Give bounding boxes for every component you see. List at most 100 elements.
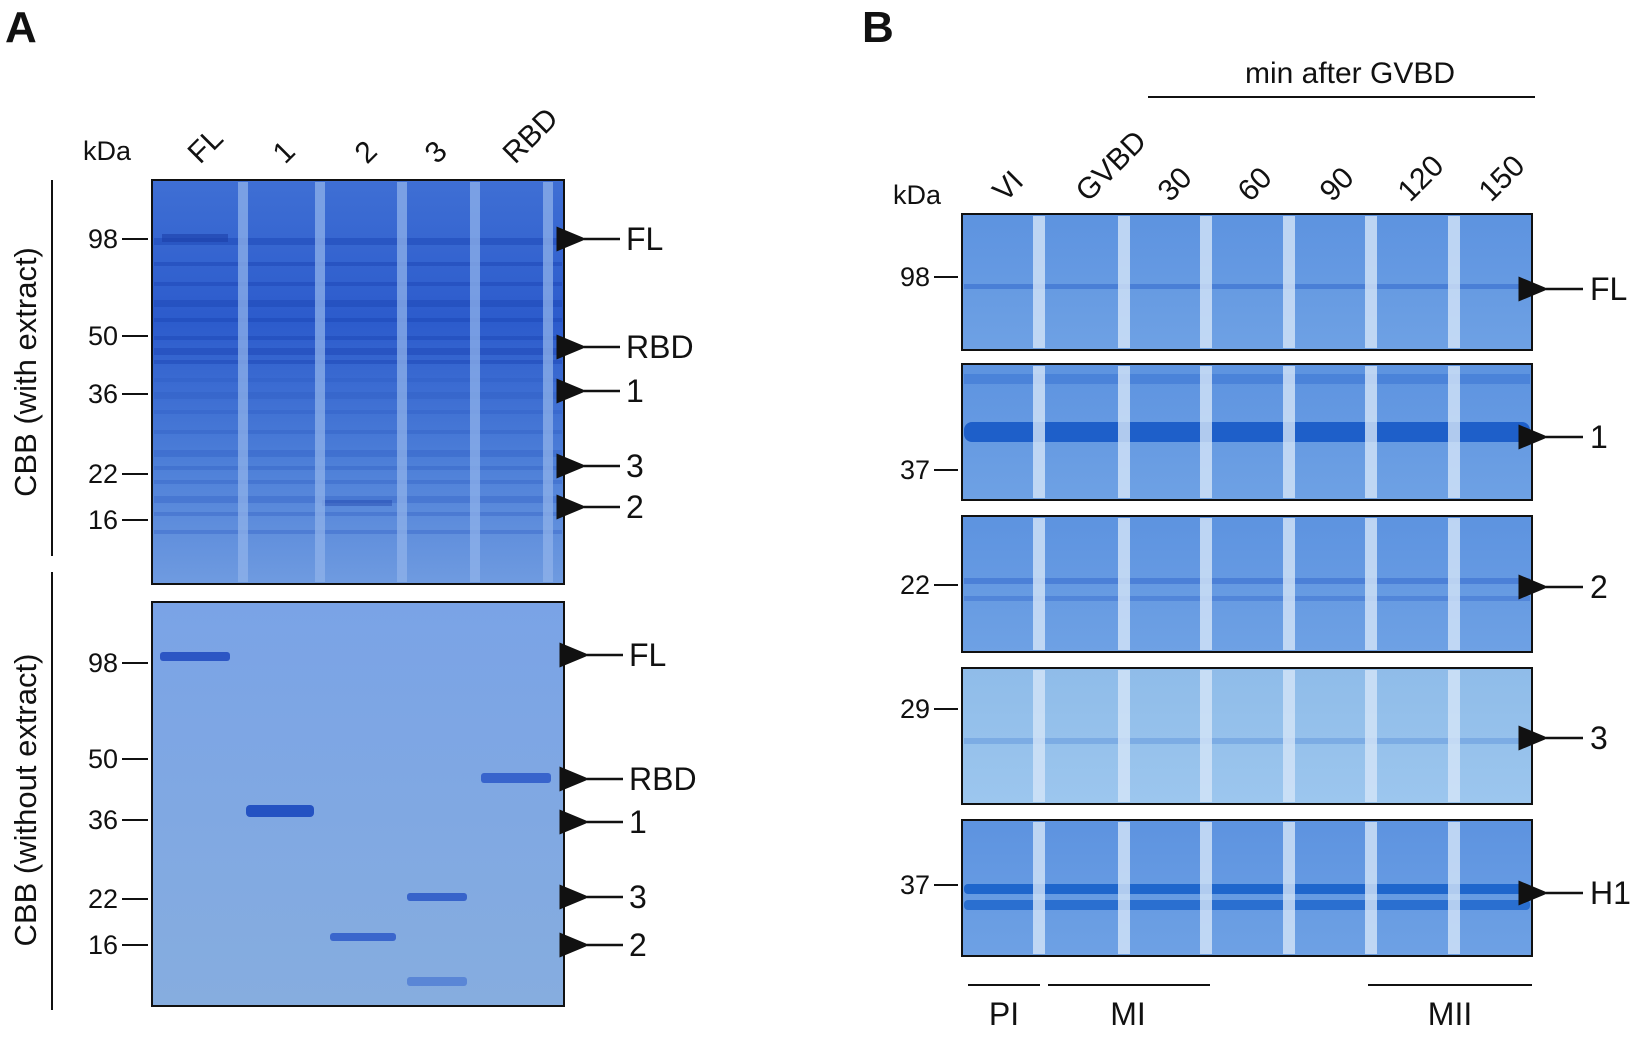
- arrow-label-1: 1: [629, 804, 647, 840]
- smear-band: [154, 430, 562, 434]
- marker-50: 50: [88, 321, 118, 351]
- lane-label-gvbd: GVBD: [1070, 124, 1153, 207]
- smear-band: [154, 378, 562, 382]
- marker-22: 22: [88, 459, 118, 489]
- lane-gap: [1200, 518, 1212, 650]
- smear-band: [154, 300, 562, 307]
- lane-label-30: 30: [1152, 161, 1199, 208]
- arrow-label-h1: H1: [1590, 875, 1631, 911]
- smear-band: [154, 392, 562, 399]
- band-rbd: [481, 773, 551, 783]
- panel-a-bottom-markers: 98 50 36 22 16: [88, 648, 148, 960]
- marker-36: 36: [88, 805, 118, 835]
- band-fl: [160, 652, 230, 661]
- smear-band: [154, 410, 562, 414]
- marker-37: 37: [900, 455, 930, 485]
- lane-gap: [543, 182, 553, 582]
- panel-a-bottom-arrows: FL RBD 1 3 2: [559, 637, 697, 963]
- panel-b-lane-labels: VI GVBD 30 60 90 120 150: [987, 124, 1532, 207]
- lane-gap: [1033, 216, 1045, 348]
- lane-label-2: 2: [349, 135, 384, 170]
- lane-label-60: 60: [1232, 161, 1279, 208]
- lane-gap: [238, 182, 248, 582]
- lane-gap: [1365, 216, 1377, 348]
- lane-gap: [1033, 670, 1045, 802]
- panel-a-top-markers: 98 50 36 22 16: [88, 224, 148, 535]
- lane-gap: [1283, 366, 1295, 498]
- arrow-label-2: 2: [629, 927, 647, 963]
- lane-gap: [1200, 366, 1212, 498]
- arrow-label-3: 3: [1590, 720, 1608, 756]
- lane-gap: [1200, 216, 1212, 348]
- lane-gap: [1448, 670, 1460, 802]
- lane-gap: [1200, 822, 1212, 954]
- arrow-label-2: 2: [626, 489, 644, 525]
- marker-98: 98: [88, 224, 118, 254]
- smear-band: [154, 348, 562, 355]
- gel-a-top-bands: [154, 234, 562, 534]
- panel-a-top-side-label: CBB (with extract): [8, 247, 43, 497]
- panel-b-phases: PI MI MII: [968, 984, 1532, 1032]
- lane-gap: [1283, 822, 1295, 954]
- lane-gap: [1033, 366, 1045, 498]
- lane-label-vi: VI: [987, 165, 1030, 208]
- band-upper: [964, 374, 1530, 384]
- lane-gap: [470, 182, 480, 582]
- band-fl: [964, 284, 1530, 289]
- arrow-label-rbd: RBD: [626, 329, 694, 365]
- smear-band: [154, 480, 562, 484]
- panel-b-kda-label: kDa: [893, 180, 942, 210]
- marker-22: 22: [900, 570, 930, 600]
- panel-a-kda-label: kDa: [83, 136, 132, 166]
- marker-98: 98: [900, 262, 930, 292]
- arrow-label-fl: FL: [629, 637, 666, 673]
- lane-gap: [1033, 822, 1045, 954]
- phase-label-mii: MII: [1428, 996, 1472, 1032]
- smear-band: [154, 360, 562, 364]
- smear-band: [154, 238, 562, 245]
- panel-a-top-arrows: FL RBD 1 3 2: [556, 221, 694, 525]
- band-3-lower: [407, 977, 467, 986]
- lane-gap: [1448, 366, 1460, 498]
- smear-band: [154, 282, 562, 286]
- panel-a-lane-labels: FL 1 2 3 RBD: [182, 102, 565, 170]
- lane-gap: [1283, 216, 1295, 348]
- marker-36: 36: [88, 379, 118, 409]
- lane-gap: [1365, 366, 1377, 498]
- panel-b-letter: B: [862, 3, 894, 52]
- lane-label-150: 150: [1473, 149, 1532, 208]
- lane-gap: [1118, 822, 1130, 954]
- arrow-label-rbd: RBD: [629, 761, 697, 797]
- band-3: [964, 738, 1530, 744]
- lane-gap: [1365, 670, 1377, 802]
- lane-gap: [315, 182, 325, 582]
- lane-label-fl: FL: [182, 122, 230, 170]
- band-2: [330, 933, 396, 941]
- marker-22: 22: [88, 884, 118, 914]
- smear-band: [154, 450, 562, 457]
- band-fl: [162, 234, 228, 242]
- marker-50: 50: [88, 744, 118, 774]
- arrow-label-1: 1: [626, 373, 644, 409]
- marker-29: 29: [900, 694, 930, 724]
- panel-a-bottom-side-label-text: CBB (without extract): [8, 654, 43, 947]
- lane-label-90: 90: [1314, 161, 1361, 208]
- marker-16: 16: [88, 505, 118, 535]
- strip-5: [961, 819, 1533, 957]
- arrow-label-2: 2: [1590, 569, 1608, 605]
- phase-label-mi: MI: [1110, 996, 1146, 1032]
- smear-band: [154, 496, 562, 503]
- lane-gap: [1448, 822, 1460, 954]
- band-1: [964, 422, 1530, 442]
- strip-2: [961, 363, 1533, 501]
- lane-gap: [1365, 822, 1377, 954]
- marker-37: 37: [900, 870, 930, 900]
- strip-4: [961, 667, 1533, 805]
- arrow-label-fl: FL: [626, 221, 663, 257]
- strip-3: [961, 515, 1533, 653]
- lane-gap: [1118, 518, 1130, 650]
- strip-1: [961, 213, 1533, 351]
- smear-band: [154, 512, 562, 516]
- panel-b-header: min after GVBD: [1245, 57, 1455, 90]
